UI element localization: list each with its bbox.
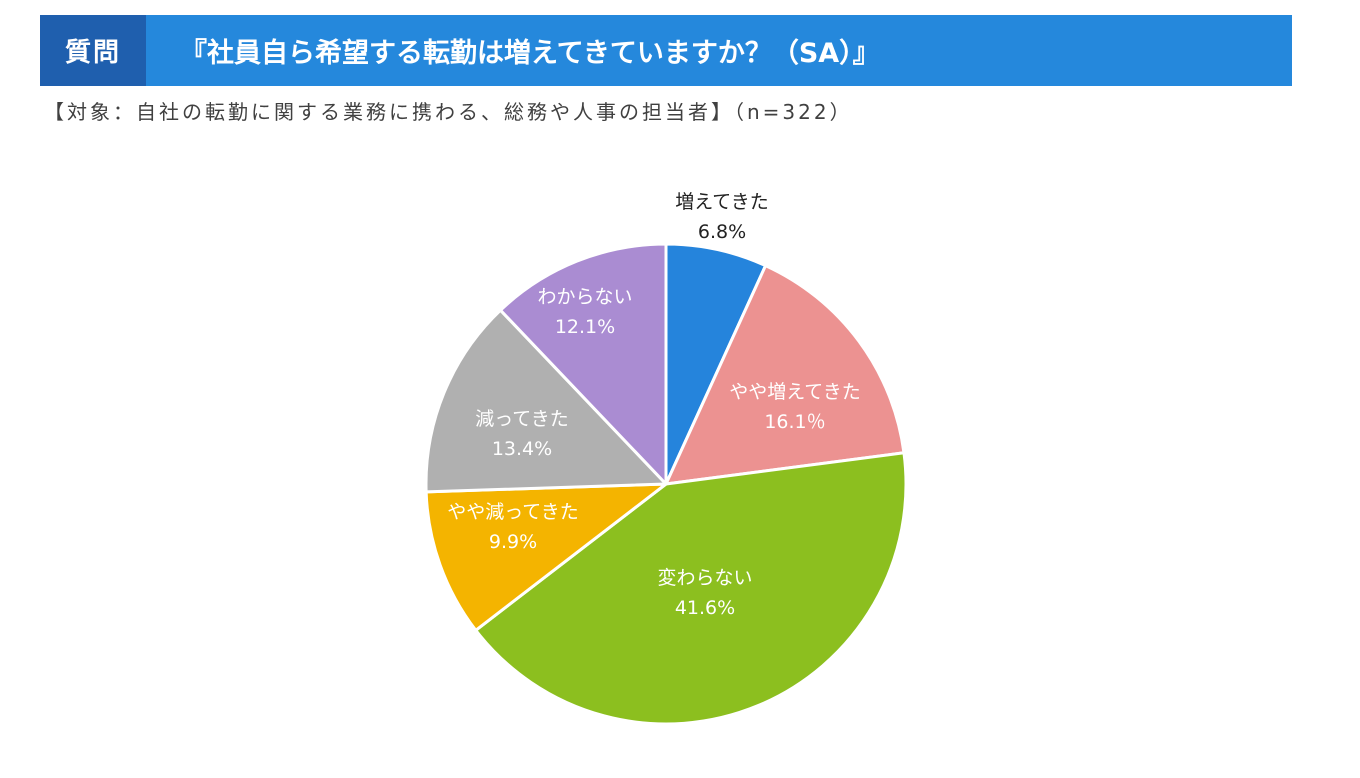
slice-label: 減ってきた (475, 408, 568, 430)
pie-slice (664, 264, 906, 486)
slice-value-label: 41.6% (675, 597, 735, 619)
slice-label: 増えてきた (675, 191, 768, 213)
slice-label: 変わらない (657, 567, 752, 589)
pie-slice (424, 482, 668, 632)
slice-label: やや増えてきた (729, 381, 860, 403)
pie-slice (474, 451, 908, 726)
slice-value-label: 6.8% (698, 221, 746, 243)
question-title: 『社員自ら希望する転勤は増えてきていますか？（SA）』 (180, 38, 880, 69)
pie-slice (498, 242, 668, 486)
slice-value-label: 9.9% (489, 531, 537, 553)
survey-target: 【対象：自社の転勤に関する業務に携わる、総務や人事の担当者】（n=322） (44, 100, 853, 124)
question-header: 質問 『社員自ら希望する転勤は増えてきていますか？（SA）』 (40, 15, 1292, 86)
slice-value-label: 13.4% (492, 438, 552, 460)
pie-slice (424, 308, 668, 494)
slice-label: わからない (537, 286, 632, 308)
slice-value-label: 16.1％ (764, 411, 825, 433)
question-tag: 質問 (40, 15, 146, 86)
slice-value-label: 12.1% (555, 316, 615, 338)
slice-label: やや減ってきた (447, 501, 578, 523)
